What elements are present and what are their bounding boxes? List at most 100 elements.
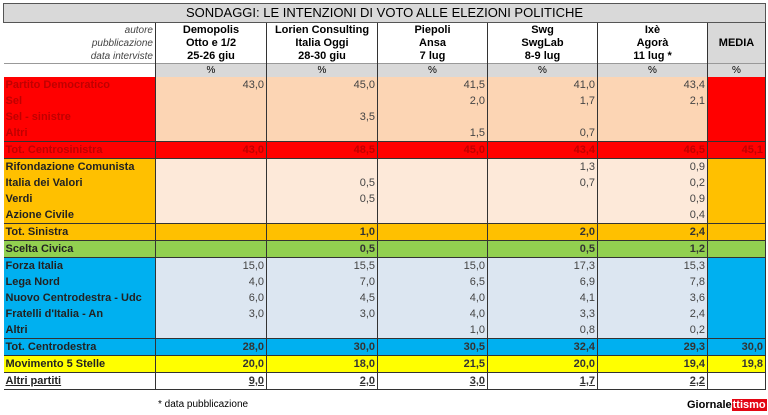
- party-name: Verdi: [3, 191, 156, 207]
- poll-value: 2,0: [487, 223, 598, 241]
- media-value: 30,0: [707, 338, 767, 356]
- poll-value: 15,5: [266, 257, 378, 274]
- poll-value: 2,2: [597, 372, 708, 390]
- institute-pubblicazione: SwgLab: [521, 36, 564, 49]
- table-row: Italia dei Valori 0,5 0,7 0,2: [3, 175, 767, 191]
- institute-pubblicazione: Italia Oggi: [295, 36, 349, 49]
- poll-value: 20,0: [487, 355, 598, 373]
- poll-value: 0,4: [597, 207, 708, 224]
- pct-blank: [3, 63, 156, 77]
- institute-header: Ixè Agorà 11 lug *: [597, 22, 708, 64]
- poll-value: 43,4: [597, 77, 708, 93]
- unit-cell: %: [377, 63, 488, 77]
- media-value: 19,8: [707, 355, 767, 373]
- media-value: [707, 93, 767, 109]
- institute-data: 7 lug: [419, 49, 446, 62]
- poll-value: 15,0: [155, 257, 267, 274]
- poll-value: [266, 207, 378, 224]
- poll-value: 6,5: [377, 274, 488, 290]
- poll-value: [487, 207, 598, 224]
- poll-value: 2,4: [597, 223, 708, 241]
- institute-autore: Ixè: [644, 23, 661, 36]
- poll-value: 43,4: [487, 141, 598, 159]
- poll-value: 3,5: [266, 109, 378, 125]
- poll-value: 1,0: [377, 322, 488, 339]
- table-row: Tot. Sinistra 1,0 2,0 2,4: [3, 223, 767, 241]
- party-name: Forza Italia: [3, 257, 156, 274]
- poll-value: 4,0: [377, 290, 488, 306]
- poll-value: 2,1: [597, 93, 708, 109]
- party-name: Altri: [3, 322, 156, 339]
- poll-value: [266, 322, 378, 339]
- institute-autore: Demopolis: [182, 23, 240, 36]
- poll-value: [377, 240, 488, 258]
- poll-value: 0,7: [487, 125, 598, 142]
- poll-value: 2,0: [377, 93, 488, 109]
- poll-value: 0,2: [597, 322, 708, 339]
- table-row: Movimento 5 Stelle 20,0 18,0 21,5 20,0 19,4 19…: [3, 355, 767, 373]
- poll-value: [377, 223, 488, 241]
- poll-value: 46,5: [597, 141, 708, 159]
- table-row: Sel 2,0 1,7 2,1: [3, 93, 767, 109]
- logo-part2: ttismo: [731, 399, 767, 411]
- poll-value: 43,0: [155, 141, 267, 159]
- table-row: Fratelli d'Italia - An 3,0 3,0 4,0 3,3 2,4: [3, 306, 767, 322]
- media-value: [707, 125, 767, 142]
- poll-value: [266, 125, 378, 142]
- party-name: Altri partiti: [3, 372, 156, 390]
- institute-data: 25-26 giu: [187, 49, 235, 62]
- poll-value: [155, 175, 267, 191]
- table-row: Nuovo Centrodestra - Udc 6,0 4,5 4,0 4,1 3,6: [3, 290, 767, 306]
- media-header: MEDIA: [707, 22, 767, 64]
- poll-value: 1,0: [266, 223, 378, 241]
- poll-value: 21,5: [377, 355, 488, 373]
- table-row: Verdi 0,5 0,9: [3, 191, 767, 207]
- party-name: Tot. Centrosinistra: [3, 141, 156, 159]
- poll-value: 45,0: [266, 77, 378, 93]
- institute-header: Swg SwgLab 8-9 lug: [487, 22, 598, 64]
- table-row: Azione Civile 0,4: [3, 207, 767, 224]
- party-name: Sel - sinistre: [3, 109, 156, 125]
- header-labels: autore pubblicazione data interviste: [3, 22, 156, 64]
- media-value: [707, 109, 767, 125]
- institute-pubblicazione: Agorà: [636, 36, 669, 49]
- poll-value: [155, 223, 267, 241]
- party-name: Tot. Centrodestra: [3, 338, 156, 356]
- poll-value: 3,0: [377, 372, 488, 390]
- poll-value: 9,0: [155, 372, 267, 390]
- media-value: [707, 175, 767, 191]
- poll-value: 4,0: [155, 274, 267, 290]
- institute-data: 11 lug *: [633, 49, 672, 62]
- institute-autore: Piepoli: [414, 23, 451, 36]
- party-name: Altri: [3, 125, 156, 142]
- media-value: [707, 240, 767, 258]
- party-name: Movimento 5 Stelle: [3, 355, 156, 373]
- poll-value: [155, 240, 267, 258]
- table-row: Lega Nord 4,0 7,0 6,5 6,9 7,8: [3, 274, 767, 290]
- poll-value: 3,0: [266, 306, 378, 322]
- poll-value: [155, 322, 267, 339]
- poll-value: 29,3: [597, 338, 708, 356]
- party-name: Nuovo Centrodestra - Udc: [3, 290, 156, 306]
- unit-cell: %: [487, 63, 598, 77]
- poll-value: 0,9: [597, 158, 708, 175]
- poll-value: 1,5: [377, 125, 488, 142]
- poll-value: 18,0: [266, 355, 378, 373]
- poll-value: 1,2: [597, 240, 708, 258]
- party-name: Scelta Civica: [3, 240, 156, 258]
- poll-value: [597, 125, 708, 142]
- table-row: Tot. Centrodestra 28,0 30,0 30,5 32,4 29,3 30,…: [3, 338, 767, 356]
- institute-header: Demopolis Otto e 1/2 25-26 giu: [155, 22, 267, 64]
- poll-value: [266, 93, 378, 109]
- poll-value: 1,7: [487, 93, 598, 109]
- poll-value: 1,3: [487, 158, 598, 175]
- media-value: [707, 257, 767, 274]
- poll-value: 32,4: [487, 338, 598, 356]
- poll-value: 3,6: [597, 290, 708, 306]
- media-value: [707, 191, 767, 207]
- poll-value: 0,8: [487, 322, 598, 339]
- poll-value: [266, 158, 378, 175]
- institute-data: 8-9 lug: [524, 49, 561, 62]
- party-name: Azione Civile: [3, 207, 156, 224]
- poll-value: 20,0: [155, 355, 267, 373]
